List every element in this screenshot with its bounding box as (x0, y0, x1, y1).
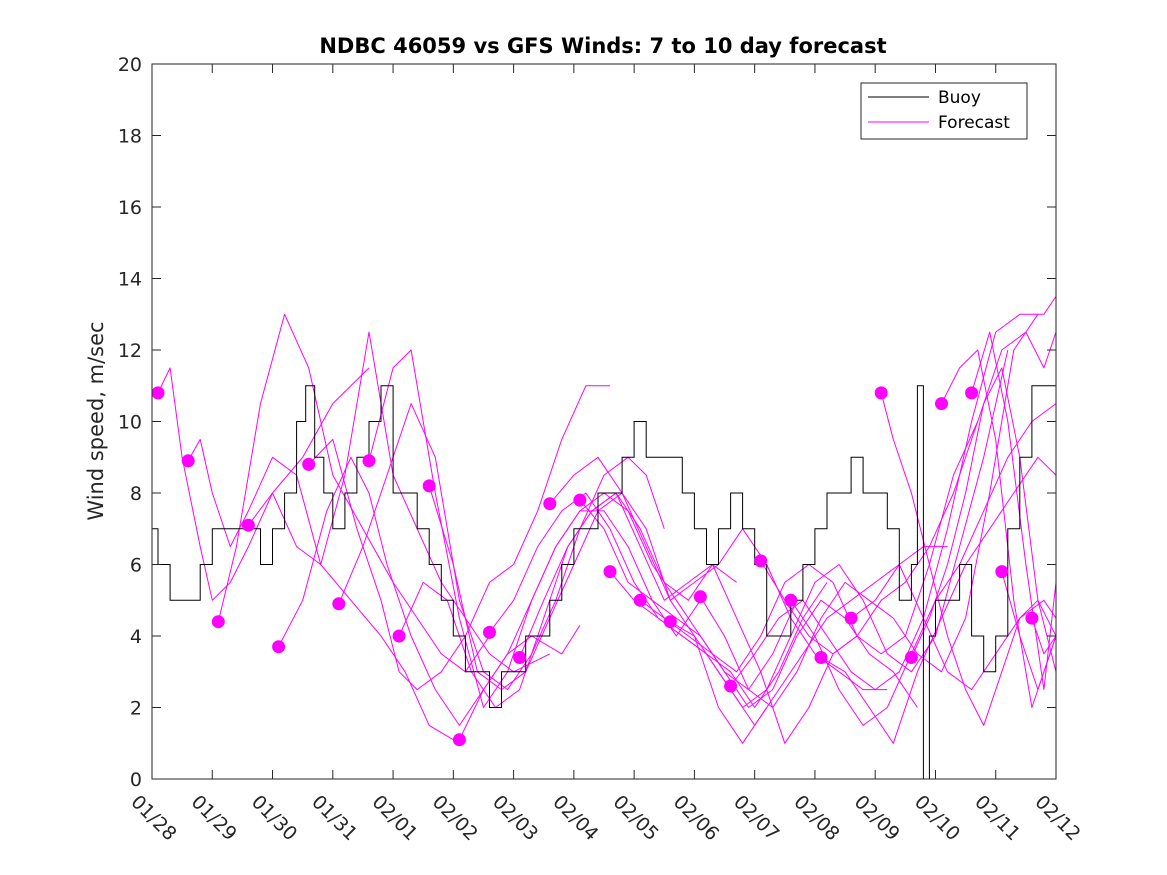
x-tick-label: 01/30 (247, 791, 301, 845)
forecast-marker (754, 554, 768, 568)
x-tick-label: 01/29 (187, 791, 241, 845)
forecast-marker (181, 454, 195, 468)
forecast-marker (362, 454, 376, 468)
forecast-marker (302, 457, 316, 471)
forecast-line-27 (971, 331, 1057, 691)
forecast-marker (724, 679, 738, 693)
forecast-marker (935, 397, 948, 411)
forecast-line-12 (519, 492, 858, 744)
x-tick-label: 02/06 (669, 791, 723, 845)
series-layer (152, 296, 1057, 780)
forecast-marker (452, 733, 466, 747)
forecast-marker (904, 651, 918, 664)
forecast-marker (814, 651, 828, 664)
forecast-line-2 (217, 313, 490, 673)
forecast-marker (332, 597, 346, 611)
forecast-line-10 (458, 492, 798, 740)
y-tick-label: 4 (130, 626, 142, 648)
chart-title: NDBC 46059 vs GFS Winds: 7 to 10 day for… (319, 34, 886, 58)
forecast-line-26 (941, 349, 1057, 708)
forecast-line-14 (579, 499, 918, 708)
x-tick-label: 02/04 (548, 791, 602, 845)
x-tick-label: 02/09 (850, 791, 904, 845)
forecast-line-24 (880, 392, 1057, 726)
forecast-marker (513, 651, 527, 664)
x-tick-label: 02/08 (789, 791, 843, 845)
x-tick-label: 02/10 (910, 791, 964, 845)
y-tick-label: 6 (130, 555, 142, 577)
forecast-marker (965, 386, 979, 400)
forecast-line-6 (338, 403, 665, 691)
legend-forecast-label: Forecast (938, 113, 1010, 133)
forecast-line-19 (730, 296, 1057, 691)
forecast-line-29 (1031, 617, 1057, 655)
x-tick-label: 02/02 (428, 791, 482, 845)
x-tick-label: 02/12 (1030, 791, 1084, 845)
forecast-marker (272, 640, 286, 654)
forecast-marker (1025, 611, 1039, 625)
y-tick-label: 10 (118, 412, 142, 434)
x-tick-label: 02/05 (609, 791, 663, 845)
buoy-line (152, 350, 1057, 780)
forecast-line-5 (308, 385, 610, 691)
forecast-markers (151, 386, 1039, 747)
legend-box (860, 82, 1028, 140)
forecast-marker (211, 615, 225, 629)
y-tick-label: 0 (130, 769, 142, 791)
y-tick-label: 14 (118, 269, 142, 291)
forecast-marker (483, 625, 496, 639)
forecast-marker (784, 593, 798, 607)
forecast-marker (874, 386, 888, 400)
forecast-line-0 (157, 367, 370, 601)
x-tick-label: 02/01 (368, 791, 422, 845)
x-tick-label: 01/28 (126, 791, 180, 845)
plot-area (152, 64, 1056, 779)
forecast-marker (663, 615, 677, 629)
legend-buoy-label: Buoy (938, 88, 981, 108)
x-tick-label: 02/03 (488, 791, 542, 845)
legend: Buoy Forecast (860, 82, 1028, 140)
forecast-marker (995, 565, 1009, 579)
x-tick-label: 02/07 (729, 791, 783, 845)
forecast-marker (603, 565, 617, 579)
forecast-line-28 (1001, 571, 1057, 691)
forecast-marker (693, 590, 707, 604)
forecast-marker (392, 629, 406, 643)
forecast-line-22 (820, 456, 1057, 744)
y-tick-label: 18 (118, 126, 142, 148)
forecast-marker (573, 493, 587, 507)
y-axis-label: Wind speed, m/sec (84, 321, 108, 520)
forecast-marker (422, 479, 436, 493)
y-tick-label: 2 (130, 698, 142, 720)
y-tick-label: 16 (118, 197, 142, 219)
forecast-line-18 (699, 314, 1039, 708)
forecast-marker (844, 611, 858, 625)
y-axis-ticks: 0 2 4 6 8 10 12 14 16 18 20 (118, 54, 1056, 791)
y-tick-label: 20 (118, 54, 142, 76)
x-tick-label: 02/11 (970, 791, 1024, 845)
forecast-marker (151, 386, 165, 400)
forecast-marker (241, 518, 255, 532)
y-tick-label: 8 (130, 483, 142, 505)
y-tick-label: 12 (118, 340, 142, 362)
forecast-marker (543, 497, 557, 511)
x-tick-label: 01/31 (307, 791, 361, 845)
forecast-marker (633, 593, 647, 607)
